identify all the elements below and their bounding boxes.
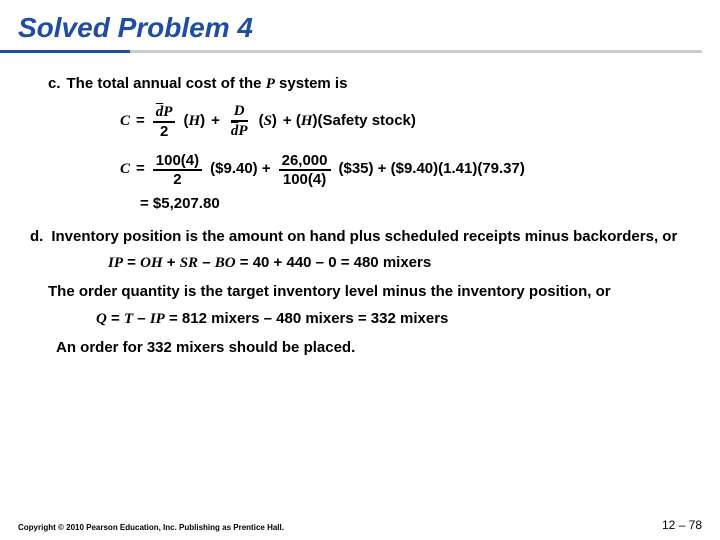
eq1-frac2-den: dP xyxy=(228,122,251,139)
ip-OH: OH xyxy=(140,255,163,271)
eq1-f2-P: P xyxy=(238,123,247,139)
eq3-text: = $5,207.80 xyxy=(140,195,220,214)
eq1-frac2-num: D xyxy=(231,104,248,122)
eq1-f1-P: P xyxy=(163,104,172,120)
eq1-rp1: ) xyxy=(200,112,205,129)
copyright-footer: Copyright © 2010 Pearson Education, Inc.… xyxy=(18,523,284,532)
eq2-frac1: 100(4) 2 xyxy=(153,153,202,187)
q-T: T xyxy=(124,311,133,327)
eq1-frac1: dP 2 xyxy=(153,104,176,139)
eq1-S: S xyxy=(264,113,272,129)
eq1-plus1: + xyxy=(211,112,220,131)
eq1-eq: = xyxy=(136,112,145,131)
item-c: c. The total annual cost of the P system… xyxy=(48,75,684,94)
item-c-suffix: system is xyxy=(275,75,348,92)
para-order-qty: The order quantity is the target invento… xyxy=(48,283,684,302)
eq1-H-group: (H) xyxy=(183,112,205,131)
item-c-P: P xyxy=(266,76,275,92)
q-rhs: = 812 mixers – 480 mixers = 332 mixers xyxy=(165,310,449,327)
eq2-frac2: 26,000 100(4) xyxy=(279,153,331,187)
ip-rhs: = 40 + 440 – 0 = 480 mixers xyxy=(236,254,432,271)
equation-result: = $5,207.80 xyxy=(48,195,684,214)
ip-SR: SR xyxy=(180,255,198,271)
page-number: 12 – 78 xyxy=(662,518,702,532)
q-IP: IP xyxy=(150,311,165,327)
eq1-frac1-num: dP xyxy=(153,104,176,123)
eq2-f2-num: 26,000 xyxy=(279,153,331,171)
ip-p1: + xyxy=(163,254,180,271)
item-d: d. Inventory position is the amount on h… xyxy=(30,228,684,247)
eq2-f1-den: 2 xyxy=(170,171,184,187)
ip-eq1: = xyxy=(123,254,140,271)
q-eq1: = xyxy=(107,310,124,327)
eq2-C: C xyxy=(120,160,130,179)
eq2-v2: ($35) + ($9.40)(1.41)(79.37) xyxy=(339,160,525,179)
eq1-frac1-den: 2 xyxy=(157,123,171,139)
ip-BO: BO xyxy=(215,255,236,271)
eq1-rp2: ) xyxy=(272,112,277,129)
eq2-v1: ($9.40) + xyxy=(210,160,270,179)
eq1-S-group: (S) xyxy=(259,112,277,131)
item-d-text: Inventory position is the amount on hand… xyxy=(51,228,677,247)
eq2-eq: = xyxy=(136,160,145,179)
ip-IP: IP xyxy=(108,255,123,271)
ip-m1: – xyxy=(198,254,215,271)
content-area: c. The total annual cost of the P system… xyxy=(0,53,720,357)
rule-accent xyxy=(0,50,130,53)
item-c-text: The total annual cost of the P system is xyxy=(67,75,348,94)
eq1-H: H xyxy=(188,113,200,129)
equation-general: C = dP 2 (H) + D dP (S) + (H)(Safety sto… xyxy=(48,104,684,139)
eq1-safety-group: + (H)(Safety stock) xyxy=(283,112,416,131)
item-d-marker: d. xyxy=(30,228,43,247)
eq1-frac2: D dP xyxy=(228,104,251,139)
eq1-C: C xyxy=(120,112,130,131)
q-Q: Q xyxy=(96,311,107,327)
equation-numeric: C = 100(4) 2 ($9.40) + 26,000 100(4) ($3… xyxy=(48,153,684,187)
item-c-marker: c. xyxy=(48,75,61,94)
eq2-f2-den: 100(4) xyxy=(280,171,329,187)
q-equation: Q = T – IP = 812 mixers – 480 mixers = 3… xyxy=(96,310,684,329)
eq1-safety: )(Safety stock) xyxy=(313,112,416,129)
eq1-H2: H xyxy=(301,113,313,129)
final-sentence: An order for 332 mixers should be placed… xyxy=(56,339,684,358)
eq1-plus2: + ( xyxy=(283,112,301,129)
q-minus: – xyxy=(133,310,150,327)
ip-equation: IP = OH + SR – BO = 40 + 440 – 0 = 480 m… xyxy=(108,254,684,273)
eq2-f1-num: 100(4) xyxy=(153,153,202,171)
item-c-prefix: The total annual cost of the xyxy=(67,75,266,92)
title-rule xyxy=(0,50,702,53)
page-title: Solved Problem 4 xyxy=(18,12,720,44)
